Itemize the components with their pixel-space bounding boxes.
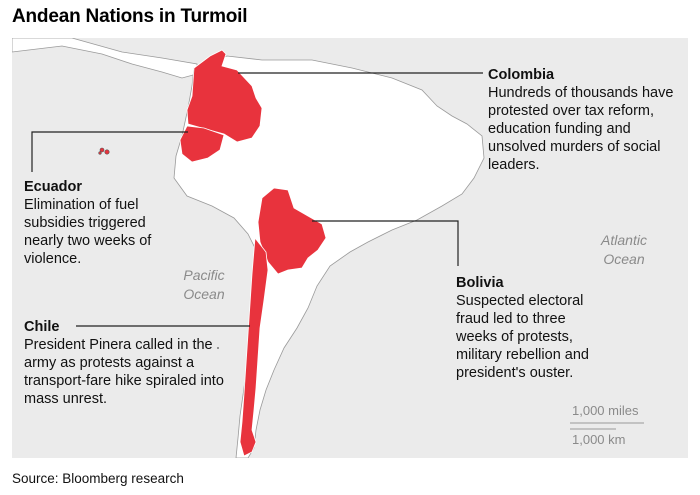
ecuador-shape [179,125,225,163]
chile-name: Chile [24,319,60,335]
scale-km-label: 1,000 km [572,432,626,447]
bolivia-name: Bolivia [456,275,504,291]
scale-bars [570,422,644,430]
colombia-name: Colombia [488,67,555,83]
galapagos-islands [98,147,110,155]
ecuador-name: Ecuador [24,179,83,195]
map-panel [12,38,688,458]
atlantic-ocean-line-1: Atlantic [601,232,647,248]
leader-lines [31,72,483,327]
ecuador-leader-line [31,131,188,172]
bolivia-annotation: Bolivia Suspected electoral fraud led to… [456,274,606,382]
chile-shape [239,236,269,457]
central-america-land [12,38,198,79]
colombia-shape [186,49,263,143]
chile-description: President Pinera called in the army as p… [24,337,224,407]
ecuador-description: Elimination of fuel subsidies triggered … [24,197,152,267]
pacific-ocean-line-2: Ocean [183,286,225,302]
ecuador-annotation: Ecuador Elimination of fuel subsidies tr… [24,178,184,268]
bolivia-leader-line [312,220,459,266]
colombia-description: Hundreds of thousands have protested ove… [488,85,674,173]
atlantic-ocean-label: Atlantic Ocean [592,231,656,269]
chile-annotation: Chile President Pinera called in the arm… [24,318,224,408]
colombia-annotation: Colombia Hundreds of thousands have prot… [488,66,678,174]
bolivia-description: Suspected electoral fraud led to three w… [456,293,589,381]
juan-fernandez-islands [217,347,219,349]
scale-miles-label: 1,000 miles [572,403,639,418]
map-title: Andean Nations in Turmoil [12,6,248,27]
pacific-ocean-label: Pacific Ocean [176,266,232,304]
south-america-map [12,38,644,458]
source-note: Source: Bloomberg research [12,471,184,486]
pacific-ocean-line-1: Pacific [183,267,225,283]
atlantic-ocean-line-2: Ocean [603,251,645,267]
